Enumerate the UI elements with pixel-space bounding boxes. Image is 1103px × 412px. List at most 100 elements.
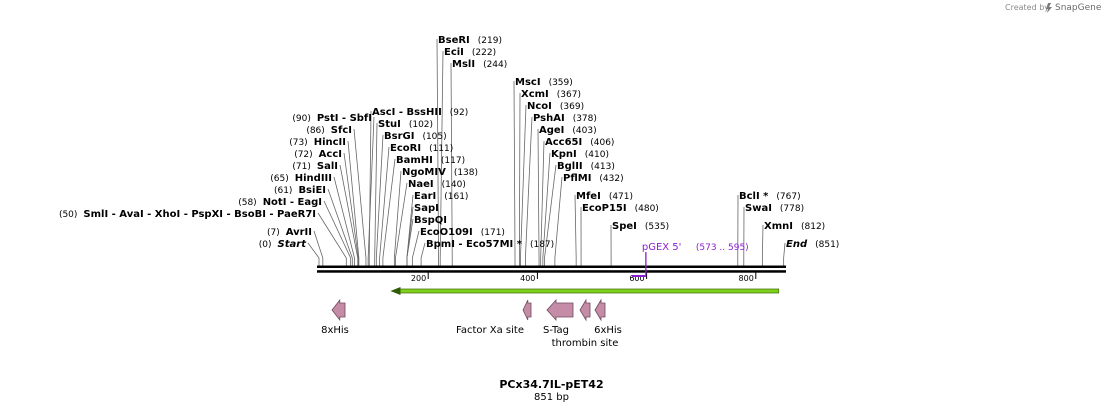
enzyme-site[interactable]: BglII (413)	[557, 161, 615, 172]
leader-line	[783, 242, 786, 266]
enzyme-site[interactable]: AscI - BssHII (92)	[372, 107, 468, 118]
enzyme-site[interactable]: MfeI (471)	[576, 191, 633, 202]
leader-line	[761, 224, 764, 266]
feature[interactable]: S-Tag	[543, 298, 574, 336]
tick-label: 200	[411, 274, 426, 283]
enzyme-name: EcoRI	[390, 143, 421, 154]
feature[interactable]: 8xHis	[321, 298, 349, 336]
enzyme-site[interactable]: EcoP15I (480)	[582, 203, 659, 214]
enzyme-site[interactable]: BclI * (767)	[739, 191, 801, 202]
leader-line	[406, 218, 414, 266]
enzyme-site[interactable]: HincII (73)	[289, 137, 346, 148]
enzyme-site[interactable]: SwaI (778)	[745, 203, 804, 214]
feature-arrow-icon	[331, 298, 346, 322]
enzyme-site[interactable]: NgoMIV (138)	[402, 167, 478, 178]
leader-line	[353, 128, 367, 266]
enzyme-site[interactable]: AvrII (7)	[267, 227, 312, 238]
leader-line	[574, 194, 577, 266]
enzyme-site[interactable]: EcoO109I (171)	[420, 227, 505, 238]
leader-line	[339, 164, 359, 266]
orf-arrowhead-icon	[390, 287, 401, 295]
enzyme-site[interactable]: NaeI (140)	[408, 179, 466, 190]
tick-label: 600	[629, 274, 644, 283]
created-by-credit: Created by	[1005, 3, 1049, 12]
enzyme-position: (359)	[549, 78, 573, 88]
enzyme-position: (90)	[292, 114, 310, 124]
enzyme-site[interactable]: SalI (71)	[292, 161, 338, 172]
enzyme-site[interactable]: SpeI (535)	[612, 221, 669, 232]
enzyme-name: AscI - BssHII	[372, 107, 442, 118]
enzyme-site[interactable]: Start (0)	[259, 239, 307, 250]
enzyme-site[interactable]: HindIII (65)	[270, 173, 332, 184]
enzyme-position: (105)	[422, 132, 446, 142]
enzyme-position: (406)	[590, 138, 614, 148]
enzyme-site[interactable]: SmlI - AvaI - XhoI - PspXI - BsoBI - Pae…	[59, 209, 316, 220]
primer-pgex5[interactable]: pGEX 5' (573 .. 595)	[631, 242, 749, 277]
leader-line	[333, 176, 355, 266]
primer-range: (573 .. 595)	[696, 243, 749, 253]
enzyme-position: (432)	[599, 174, 623, 184]
leader-line	[317, 212, 347, 266]
leader-line	[518, 92, 521, 266]
feature[interactable]: 6xHis	[594, 298, 622, 336]
feature-label: Factor Xa site	[456, 325, 524, 336]
enzyme-site[interactable]: PstI - SbfI (90)	[292, 113, 372, 124]
enzyme-site[interactable]: XmnI (812)	[764, 221, 825, 232]
leader-line	[542, 152, 551, 266]
enzyme-site[interactable]: StuI (102)	[378, 119, 433, 130]
snapgene-brand: SnapGene	[1055, 3, 1102, 13]
enzyme-site[interactable]: EarI (161)	[414, 191, 468, 202]
enzyme-position: (161)	[444, 192, 468, 202]
enzyme-name: Start	[278, 239, 308, 250]
enzyme-position: (222)	[472, 48, 496, 58]
leader-line	[537, 128, 540, 266]
enzyme-site[interactable]: SapI	[414, 203, 439, 214]
enzyme-site[interactable]: EcoRI (111)	[390, 143, 453, 154]
plasmid-title: PCx34.7IL-pET42	[499, 378, 603, 391]
enzyme-name: EcoO109I	[420, 227, 473, 238]
enzyme-site[interactable]: NotI - EagI (58)	[238, 197, 322, 208]
leader-line	[436, 38, 439, 266]
enzyme-position: (413)	[591, 162, 615, 172]
leader-line	[450, 62, 453, 266]
enzyme-site[interactable]: End (851)	[786, 239, 839, 250]
enzyme-site[interactable]: EciI (222)	[444, 47, 496, 58]
feature[interactable]: thrombin site	[552, 298, 619, 349]
leader-line	[375, 134, 384, 266]
enzyme-site[interactable]: BpmI - Eco57MI * (187)	[426, 239, 554, 250]
enzyme-site[interactable]: AgeI (403)	[539, 125, 597, 136]
enzyme-name: Acc65I	[545, 137, 582, 148]
enzyme-site[interactable]: NcoI (369)	[527, 101, 584, 112]
enzyme-name: MfeI	[576, 191, 601, 202]
leader-line	[313, 230, 324, 266]
tick-label: 800	[739, 274, 754, 283]
leader-line	[420, 242, 426, 266]
enzyme-position: (244)	[483, 60, 507, 70]
enzyme-name: BsrGI	[384, 131, 414, 142]
enzyme-position: (378)	[573, 114, 597, 124]
enzyme-site[interactable]: XcmI (367)	[521, 89, 581, 100]
enzyme-site[interactable]: BseRI (219)	[438, 35, 502, 46]
enzyme-site[interactable]: PshAI (378)	[533, 113, 597, 124]
enzyme-site[interactable]: Acc65I (406)	[545, 137, 614, 148]
feature-arrow-icon	[546, 298, 574, 322]
orf-arrow[interactable]	[390, 287, 780, 295]
enzyme-site[interactable]: MslI (244)	[452, 59, 507, 70]
enzyme-site[interactable]: BamHI (117)	[396, 155, 465, 166]
enzyme-site[interactable]: KpnI (410)	[551, 149, 609, 160]
feature-arrow-icon	[522, 299, 532, 321]
enzyme-site[interactable]: SfcI (86)	[306, 125, 352, 136]
enzyme-name: EciI	[444, 47, 464, 58]
enzyme-name: PflMI	[563, 173, 591, 184]
enzyme-site[interactable]: BsrGI (105)	[384, 131, 447, 142]
enzyme-site[interactable]: BsiEI (61)	[274, 185, 326, 196]
enzyme-name: BamHI	[396, 155, 433, 166]
enzyme-site[interactable]: PflMI (432)	[563, 173, 624, 184]
feature[interactable]: Factor Xa site	[456, 299, 532, 336]
enzyme-name: BglII	[557, 161, 583, 172]
snapgene-logo-icon	[1046, 3, 1052, 13]
enzyme-position: (7)	[267, 228, 280, 238]
enzyme-site[interactable]: AccI (72)	[294, 149, 342, 160]
enzyme-site[interactable]: BspQI	[414, 215, 447, 226]
enzyme-site[interactable]: MscI (359)	[515, 77, 573, 88]
